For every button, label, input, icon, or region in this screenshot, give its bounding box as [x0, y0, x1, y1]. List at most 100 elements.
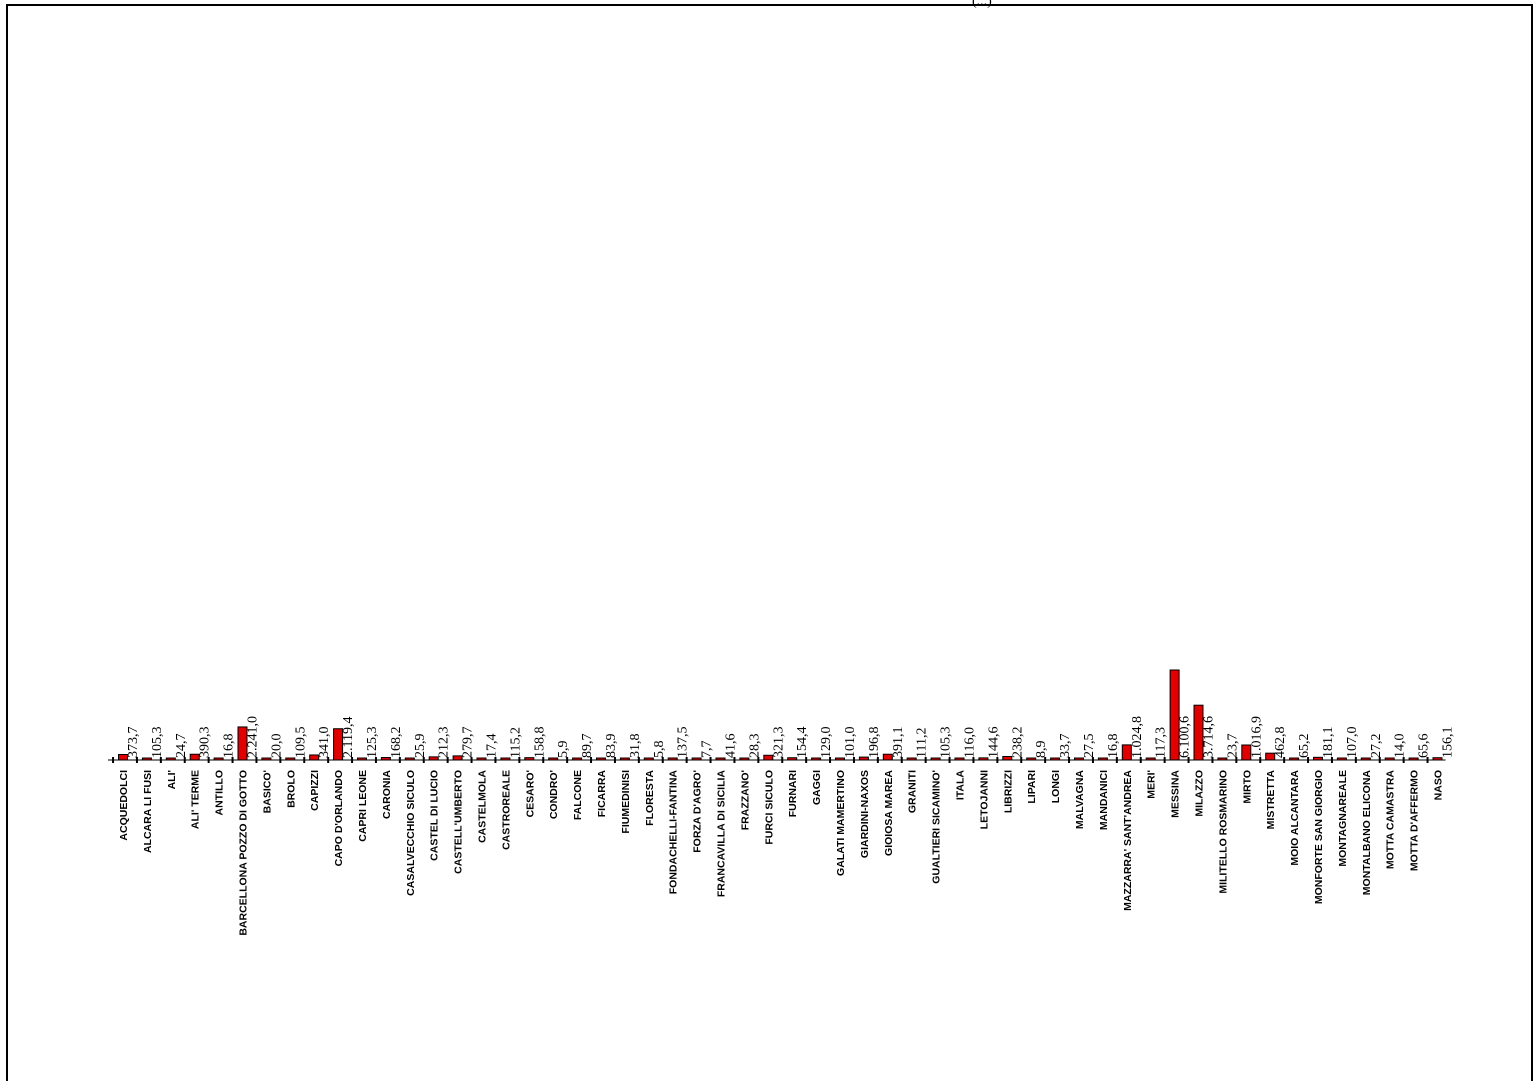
value-label-46: 23,7: [1225, 734, 1240, 759]
bar-50: [1313, 756, 1323, 761]
category-label-2: ALI': [166, 770, 178, 789]
value-label-31: 196,8: [867, 727, 882, 759]
value-label-40: 27,5: [1082, 734, 1097, 759]
value-label-51: 107,0: [1345, 727, 1360, 759]
value-label-2: 24,7: [174, 734, 189, 759]
category-label-6: BASICO': [261, 770, 273, 813]
bar-48: [1265, 752, 1276, 761]
bar-49: [1289, 757, 1300, 761]
bar-34: [930, 757, 941, 761]
category-label-50: MONFORTE SAN GIORGIO: [1313, 770, 1325, 904]
category-label-8: CAPIZZI: [309, 770, 321, 811]
category-label-39: LONGI: [1050, 770, 1062, 803]
category-label-1: ALCARA LI FUSI: [142, 770, 154, 853]
bar-43: [1145, 757, 1156, 761]
category-label-11: CARONIA: [381, 770, 393, 819]
bar-25: [715, 757, 726, 761]
category-label-23: FONDACHELLI-FANTINA: [668, 770, 680, 895]
category-label-45: MILAZZO: [1194, 770, 1206, 817]
category-label-29: GAGGI: [811, 770, 823, 805]
value-label-49: 65,2: [1297, 734, 1312, 759]
category-label-36: LETOJANNI: [978, 770, 990, 829]
value-label-19: 89,7: [580, 734, 595, 759]
category-label-35: ITALA: [955, 770, 967, 801]
bar-53: [1384, 757, 1395, 761]
bar-6: [261, 757, 272, 761]
bar-39: [1050, 757, 1061, 761]
value-label-7: 109,5: [293, 727, 308, 759]
category-label-27: FURCI SICULO: [763, 770, 775, 845]
category-label-4: ANTILLO: [214, 770, 226, 816]
value-label-8: 341,0: [317, 727, 332, 759]
bar-47: [1241, 744, 1252, 761]
bar-41: [1097, 757, 1108, 761]
value-label-34: 105,3: [939, 727, 954, 759]
category-label-17: CESARO': [524, 770, 536, 817]
bar-14: [452, 755, 463, 761]
category-label-41: MANDANICI: [1098, 770, 1110, 830]
category-label-55: NASO: [1433, 770, 1445, 800]
bar-0: [118, 753, 128, 761]
bar-11: [380, 757, 391, 761]
category-label-53: MOTTA CAMASTRA: [1385, 770, 1397, 870]
value-label-33: 111,2: [915, 728, 930, 758]
value-label-41: 16,8: [1106, 734, 1121, 759]
value-label-30: 101,0: [843, 727, 858, 759]
category-label-30: GALATI MAMERTINO: [835, 770, 847, 876]
bar-54: [1408, 757, 1419, 761]
bar-20: [596, 757, 606, 761]
category-label-43: MERI': [1146, 770, 1158, 799]
value-label-22: 5,8: [652, 741, 667, 759]
bar-24: [691, 757, 702, 761]
value-label-0: 373,7: [126, 727, 141, 759]
bar-23: [667, 757, 678, 761]
bar-8: [309, 754, 320, 761]
category-label-40: MALVAGNA: [1074, 770, 1086, 830]
value-label-21: 31,8: [628, 734, 643, 759]
chart-title-partial: (...): [972, 0, 992, 9]
category-label-38: LIPARI: [1026, 770, 1038, 804]
bar-10: [357, 757, 367, 761]
bar-46: [1217, 757, 1228, 761]
value-label-25: 41,6: [724, 734, 739, 759]
bar-7: [285, 757, 296, 761]
bar-36: [978, 757, 989, 761]
category-label-26: FRAZZANO': [739, 770, 751, 830]
value-label-14: 279,7: [461, 727, 476, 759]
category-label-13: CASTEL DI LUCIO: [429, 770, 441, 861]
category-label-54: MOTTA D'AFFERMO: [1409, 770, 1421, 871]
bar-27: [763, 754, 774, 761]
value-label-27: 321,3: [771, 727, 786, 759]
category-label-47: MIRTO: [1241, 770, 1253, 804]
category-label-34: GUALTIERI SICAMINO': [931, 770, 943, 884]
category-label-44: MESSINA: [1170, 770, 1182, 818]
value-label-11: 168,2: [389, 727, 404, 759]
bar-1: [141, 757, 152, 761]
value-label-24: 7,7: [700, 741, 715, 759]
value-label-54: 65,6: [1417, 734, 1432, 759]
category-label-31: GIARDINI-NAXOS: [859, 770, 871, 858]
category-label-14: CASTELL'UMBERTO: [453, 770, 465, 874]
bar-44: [1169, 669, 1180, 761]
value-label-37: 238,2: [1010, 727, 1025, 759]
value-label-15: 17,4: [485, 734, 500, 759]
bar-9: [333, 728, 344, 761]
value-label-36: 144,6: [986, 727, 1001, 759]
value-label-13: 212,3: [437, 727, 452, 759]
value-label-18: 5,9: [556, 741, 571, 759]
category-label-48: MISTRETTA: [1265, 770, 1277, 830]
bar-33: [906, 757, 917, 761]
value-label-1: 105,3: [150, 727, 165, 759]
category-label-15: CASTELMOLA: [477, 770, 489, 843]
bar-16: [500, 757, 511, 761]
bar-13: [428, 756, 439, 761]
category-label-33: GRANITI: [907, 770, 919, 813]
bar-5: [237, 726, 248, 761]
category-label-9: CAPO D'ORLANDO: [333, 770, 345, 866]
value-label-28: 154,4: [795, 727, 810, 759]
bar-28: [787, 757, 798, 761]
bar-12: [404, 757, 415, 761]
category-label-46: MILITELLO ROSMARINO: [1217, 770, 1229, 894]
value-label-12: 25,9: [413, 734, 428, 759]
value-label-17: 158,8: [532, 727, 547, 759]
